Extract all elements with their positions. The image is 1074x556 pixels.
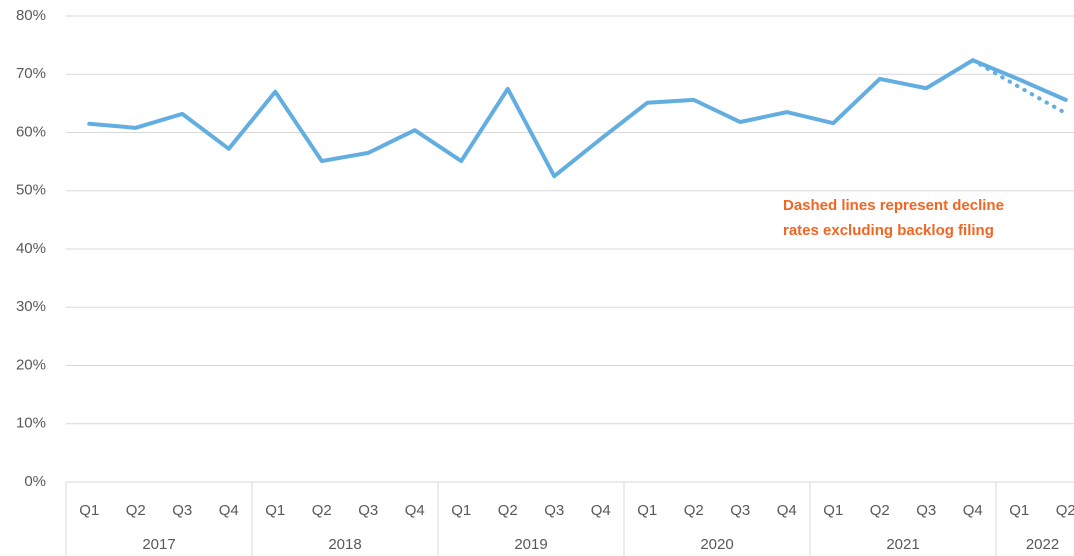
y-tick-label: 40% — [16, 240, 46, 257]
series-line — [970, 58, 1068, 116]
series-line — [87, 58, 1068, 179]
x-tick-label: Q1 — [79, 502, 99, 519]
x-tick-label: Q3 — [544, 502, 564, 519]
group-label: 2021 — [886, 536, 919, 553]
x-tick-label: Q1 — [823, 502, 843, 519]
y-tick-label: 10% — [16, 415, 46, 432]
x-tick-label: Q2 — [684, 502, 704, 519]
x-tick-label: Q2 — [312, 502, 332, 519]
x-tick-label: Q1 — [451, 502, 471, 519]
group-label: 2019 — [514, 536, 547, 553]
y-tick-label: 50% — [16, 182, 46, 199]
x-tick-label: Q2 — [1056, 502, 1074, 519]
y-tick-label: 80% — [16, 7, 46, 24]
group-label: 2020 — [700, 536, 733, 553]
x-tick-label: Q3 — [172, 502, 192, 519]
x-tick-label: Q4 — [219, 502, 239, 519]
annotation: Dashed lines represent decline — [783, 197, 1004, 214]
y-tick-label: 20% — [16, 356, 46, 373]
x-tick-label: Q2 — [126, 502, 146, 519]
annotation: rates excluding backlog filing — [783, 222, 994, 239]
y-tick-label: 30% — [16, 298, 46, 315]
y-tick-label: 0% — [24, 473, 46, 490]
x-tick-label: Q1 — [1009, 502, 1029, 519]
x-tick-label: Q2 — [870, 502, 890, 519]
x-tick-label: Q3 — [916, 502, 936, 519]
group-label: 2017 — [142, 536, 175, 553]
y-tick-label: 70% — [16, 65, 46, 82]
x-tick-label: Q4 — [963, 502, 983, 519]
group-label: 2022 — [1026, 536, 1059, 553]
x-tick-label: Q3 — [358, 502, 378, 519]
y-tick-label: 60% — [16, 123, 46, 140]
x-tick-label: Q4 — [405, 502, 425, 519]
x-tick-label: Q3 — [730, 502, 750, 519]
x-tick-label: Q1 — [637, 502, 657, 519]
x-tick-label: Q2 — [498, 502, 518, 519]
x-tick-label: Q1 — [265, 502, 285, 519]
x-tick-label: Q4 — [591, 502, 611, 519]
group-label: 2018 — [328, 536, 361, 553]
x-tick-label: Q4 — [777, 502, 797, 519]
